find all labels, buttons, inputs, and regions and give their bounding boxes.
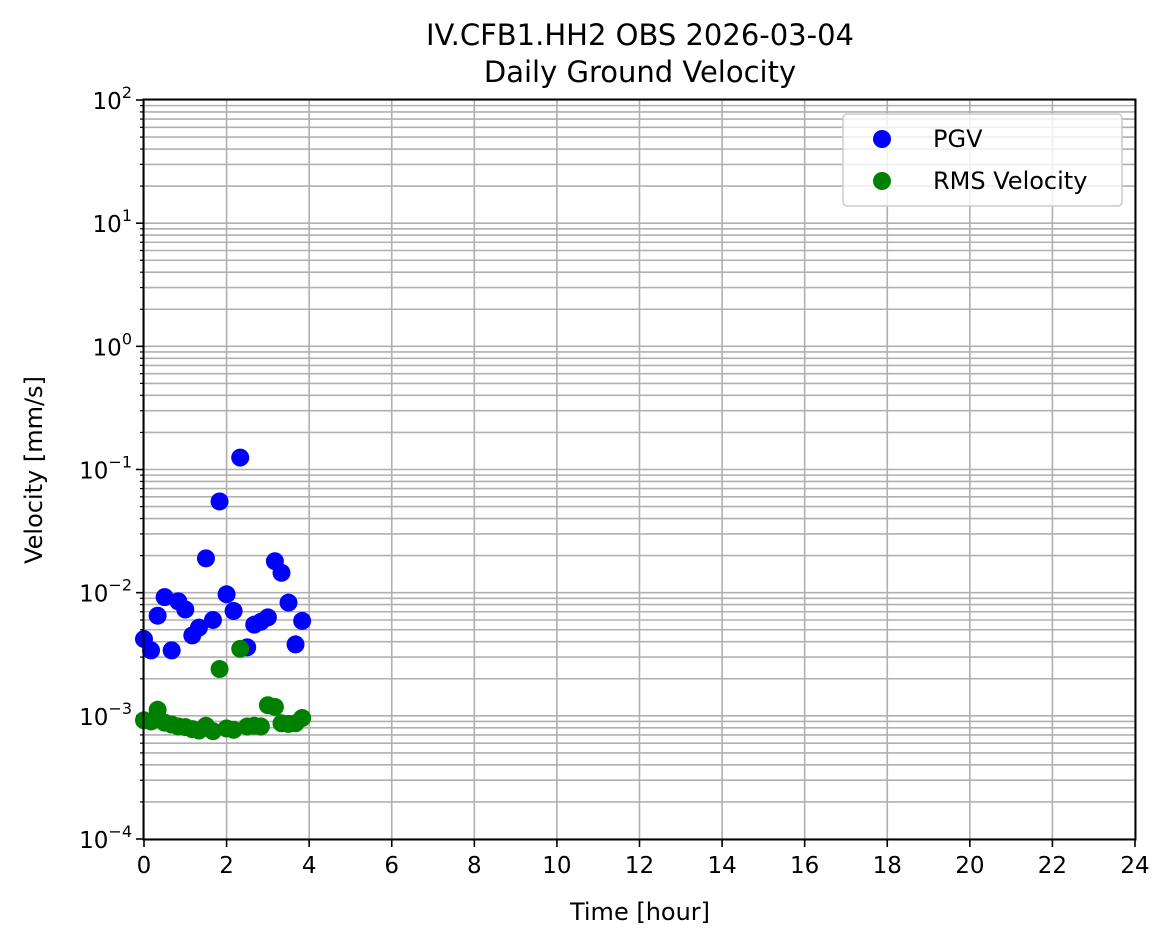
data-point (211, 660, 229, 678)
x-tick-label: 4 (302, 853, 317, 879)
y-tick-label: 10−2 (79, 576, 132, 608)
legend-marker-pgv (873, 130, 891, 148)
legend-label-rms: RMS Velocity (933, 167, 1087, 195)
x-tick-label: 6 (384, 853, 399, 879)
y-axis-label: Velocity [mm/s] (20, 376, 48, 564)
legend: PGV RMS Velocity (843, 114, 1122, 206)
data-point (273, 564, 291, 582)
x-tick-label: 12 (625, 853, 654, 879)
data-point (287, 635, 305, 653)
data-point (231, 449, 249, 467)
data-point (293, 612, 311, 630)
data-point (218, 585, 236, 603)
data-point (231, 640, 249, 658)
chart-title: IV.CFB1.HH2 OBS 2026-03-04 (426, 18, 854, 52)
x-tick-label: 0 (137, 853, 152, 879)
legend-marker-rms (873, 172, 891, 190)
x-tick-label: 18 (873, 853, 902, 879)
data-point (280, 594, 298, 612)
data-point (252, 717, 270, 735)
data-point (176, 601, 194, 619)
y-tick-label: 102 (93, 83, 132, 115)
data-point (259, 608, 277, 626)
y-tick-label: 100 (93, 329, 132, 361)
x-tick-label: 2 (219, 853, 234, 879)
y-tick-label: 101 (93, 206, 132, 238)
x-tick-label: 22 (1038, 853, 1067, 879)
y-tick-label: 10−1 (79, 453, 132, 485)
data-point (197, 549, 215, 567)
y-tick-label: 10−4 (79, 822, 132, 854)
x-tick-label: 14 (707, 853, 736, 879)
series-pgv (135, 449, 311, 660)
x-axis-label: Time [hour] (569, 898, 710, 926)
x-tick-label: 20 (955, 853, 984, 879)
data-point (163, 641, 181, 659)
data-points (135, 449, 311, 741)
data-point (142, 641, 160, 659)
x-tick-label: 24 (1120, 853, 1149, 879)
x-tick-label: 16 (790, 853, 819, 879)
data-point (266, 698, 284, 716)
data-point (225, 602, 243, 620)
series-rms-velocity (135, 640, 311, 740)
data-point (293, 709, 311, 727)
chart-subtitle: Daily Ground Velocity (484, 55, 796, 89)
data-point (149, 607, 167, 625)
data-point (204, 611, 222, 629)
x-tick-label: 10 (542, 853, 571, 879)
data-point (211, 492, 229, 510)
y-tick-label: 10−3 (79, 699, 132, 731)
legend-label-pgv: PGV (933, 125, 983, 153)
x-tick-label: 8 (467, 853, 482, 879)
